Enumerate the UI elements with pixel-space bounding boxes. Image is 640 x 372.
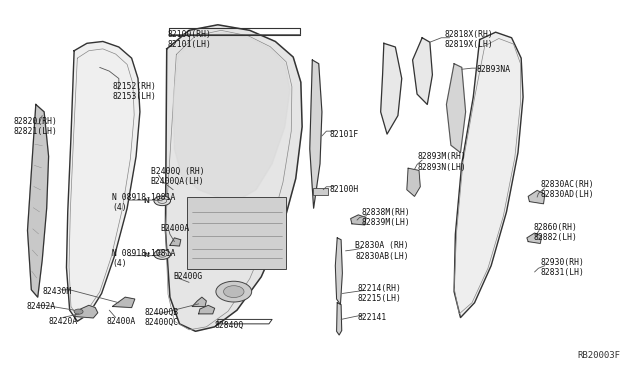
Text: 82820(RH)
82821(LH): 82820(RH) 82821(LH) [13,117,58,137]
Polygon shape [407,168,420,196]
Text: RB20003F: RB20003F [577,351,620,360]
Polygon shape [166,25,302,331]
Circle shape [74,309,83,314]
Polygon shape [170,238,180,246]
Text: N: N [143,251,149,257]
Text: B2400A: B2400A [161,224,189,233]
Polygon shape [198,305,214,314]
Text: 82838M(RH)
82839M(LH): 82838M(RH) 82839M(LH) [362,208,410,227]
Text: 82100(RH)
82101(LH): 82100(RH) 82101(LH) [167,30,211,49]
Text: 82430M: 82430M [42,287,72,296]
Text: B2400Q (RH)
B2400QA(LH): B2400Q (RH) B2400QA(LH) [151,167,204,186]
Circle shape [223,286,244,298]
Polygon shape [528,190,545,204]
Polygon shape [381,43,402,134]
Polygon shape [173,32,290,201]
Polygon shape [454,32,523,318]
Polygon shape [351,215,366,225]
Text: 82101F: 82101F [330,129,359,139]
Text: 82152(RH)
82153(LH): 82152(RH) 82153(LH) [113,82,156,101]
Text: 82420A: 82420A [49,317,78,326]
Text: N: N [143,198,149,204]
Text: 82840Q: 82840Q [214,321,244,330]
FancyBboxPatch shape [187,197,286,269]
Circle shape [154,196,171,206]
Text: 82860(RH)
82882(LH): 82860(RH) 82882(LH) [534,222,578,242]
Text: 82B93NA: 82B93NA [476,65,511,74]
Circle shape [216,281,252,302]
Text: N 08918-1081A
(4): N 08918-1081A (4) [113,248,176,268]
Circle shape [154,250,171,259]
Text: 82402A: 82402A [26,302,56,311]
Polygon shape [337,303,342,335]
Polygon shape [310,60,322,208]
Text: B2830A (RH)
82830AB(LH): B2830A (RH) 82830AB(LH) [355,241,409,260]
Text: 82830AC(RH)
82830AD(LH): 82830AC(RH) 82830AD(LH) [540,180,594,199]
Polygon shape [74,305,98,318]
Text: 82893M(RH)
82893N(LH): 82893M(RH) 82893N(LH) [418,152,467,171]
Text: B2400G: B2400G [173,272,202,281]
Polygon shape [335,238,342,305]
Text: N 08918-1081A
(4): N 08918-1081A (4) [113,193,176,212]
Text: 82400QB
82400QC: 82400QB 82400QC [145,308,179,327]
Polygon shape [447,64,466,153]
FancyBboxPatch shape [313,188,328,195]
Polygon shape [192,297,206,307]
Text: 82930(RH)
82831(LH): 82930(RH) 82831(LH) [540,258,584,277]
Polygon shape [28,105,49,297]
Text: 822141: 822141 [357,313,387,322]
Text: 82214(RH)
82215(LH): 82214(RH) 82215(LH) [357,284,401,303]
Polygon shape [67,41,140,321]
Text: 82100H: 82100H [330,185,359,194]
Polygon shape [113,297,135,308]
Text: 82818X(RH)
82819X(LH): 82818X(RH) 82819X(LH) [445,30,493,49]
Polygon shape [413,38,433,105]
Text: 82400A: 82400A [106,317,135,326]
Polygon shape [527,233,541,243]
